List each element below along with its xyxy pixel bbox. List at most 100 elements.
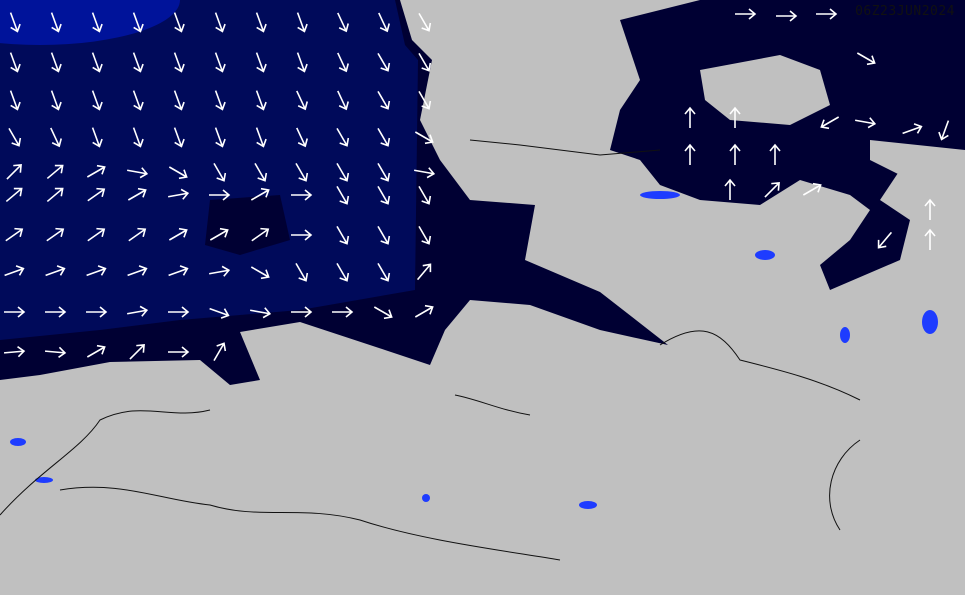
wave-arrow (3, 346, 26, 358)
wave-arrow (168, 265, 189, 277)
wave-arrow (337, 12, 349, 33)
coast-scania (870, 140, 965, 175)
wave-arrow (87, 187, 106, 202)
wave-arrow (418, 185, 432, 205)
wave-direction-arrows (3, 8, 950, 362)
wave-arrow (255, 12, 267, 33)
wave-arrow (373, 306, 393, 320)
shallow-zone (205, 195, 290, 255)
wave-arrow (132, 127, 144, 148)
wave-arrow (214, 127, 226, 148)
wave-arrow (250, 266, 270, 280)
wave-arrow (168, 227, 188, 241)
wave-arrow (255, 90, 267, 111)
wave-arrow (213, 342, 227, 362)
wave-arrow (255, 52, 267, 73)
wave-arrow (127, 305, 149, 317)
wave-arrow (336, 225, 350, 245)
wave-arrow (924, 198, 936, 220)
wave-arrow (4, 306, 26, 318)
wave-arrow (414, 167, 436, 179)
wave-arrow (377, 185, 391, 205)
wave-arrow (855, 117, 877, 129)
wave-arrow (91, 52, 103, 73)
wave-arrow (168, 166, 188, 180)
wave-arrow (9, 90, 21, 111)
wave-arrow (296, 90, 308, 111)
wave-arrow (168, 188, 190, 200)
north-sea-open (0, 0, 418, 340)
wave-arrow (128, 227, 147, 242)
wave-arrow (214, 90, 226, 111)
wave-arrow (50, 90, 62, 111)
wave-arrow (173, 52, 185, 73)
wave-arrow (877, 231, 893, 249)
wave-arrow (127, 167, 149, 179)
wave-arrow (44, 346, 67, 358)
wave-arrow (86, 344, 106, 358)
wave-arrow (9, 52, 21, 73)
wave-arrow (296, 12, 308, 33)
wave-arrow (45, 306, 67, 318)
wave-arrow (5, 227, 24, 242)
wave-arrow (377, 262, 391, 282)
wave-arrow (337, 90, 349, 111)
deep-water-zone (0, 0, 180, 45)
wave-arrow (132, 12, 144, 33)
wave-arrow (684, 106, 696, 128)
wave-arrow (91, 90, 103, 111)
wave-arrow (214, 12, 226, 33)
wave-arrow (4, 265, 25, 277)
wave-arrow (209, 265, 231, 277)
wave-arrow (127, 187, 147, 201)
wave-arrow (291, 306, 313, 318)
wave-arrow (86, 265, 107, 277)
wave-arrow (296, 127, 308, 148)
wave-arrow (132, 90, 144, 111)
wave-arrow (336, 162, 350, 182)
wave-arrow (337, 52, 349, 73)
wave-arrow (856, 52, 876, 66)
wave-arrow (418, 225, 432, 245)
wave-arrow (91, 127, 103, 148)
borders (0, 139, 861, 561)
wave-arrow (336, 185, 350, 205)
wave-arrow (209, 307, 230, 319)
timestamp-label: 06Z23JUN2024 (855, 4, 955, 19)
wave-arrow (291, 189, 313, 201)
wave-arrow (127, 265, 148, 277)
wave-arrow (802, 182, 822, 196)
wave-arrow (336, 127, 350, 147)
wave-arrow (8, 127, 22, 147)
wave-arrow (418, 52, 432, 72)
wave-arrow (414, 304, 434, 318)
wave-arrow (332, 306, 354, 318)
wave-arrow (50, 12, 62, 33)
wave-arrow (820, 116, 840, 130)
wave-arrow (769, 143, 781, 165)
wave-arrow (336, 262, 350, 282)
wave-arrow (296, 52, 308, 73)
wave-arrow (924, 228, 936, 250)
wave-arrow (377, 52, 391, 72)
island-zealand (700, 55, 830, 125)
wave-arrow (938, 120, 950, 141)
wave-arrow (213, 162, 227, 182)
wave-arrow (684, 143, 696, 165)
wave-arrow (251, 227, 270, 242)
wave-arrow (377, 127, 391, 147)
wave-arrow (50, 127, 62, 148)
wave-arrow (735, 8, 757, 20)
wave-arrow (764, 182, 780, 198)
wave-arrow (91, 12, 103, 33)
lakes (10, 191, 938, 509)
wave-arrow (45, 265, 66, 277)
wave-arrow (724, 178, 736, 200)
wave-arrow (418, 12, 432, 32)
wave-arrow (168, 346, 190, 358)
wave-arrow (46, 227, 65, 242)
wave-arrow (902, 123, 923, 135)
wave-arrow (291, 229, 313, 241)
wave-arrow (250, 187, 270, 201)
